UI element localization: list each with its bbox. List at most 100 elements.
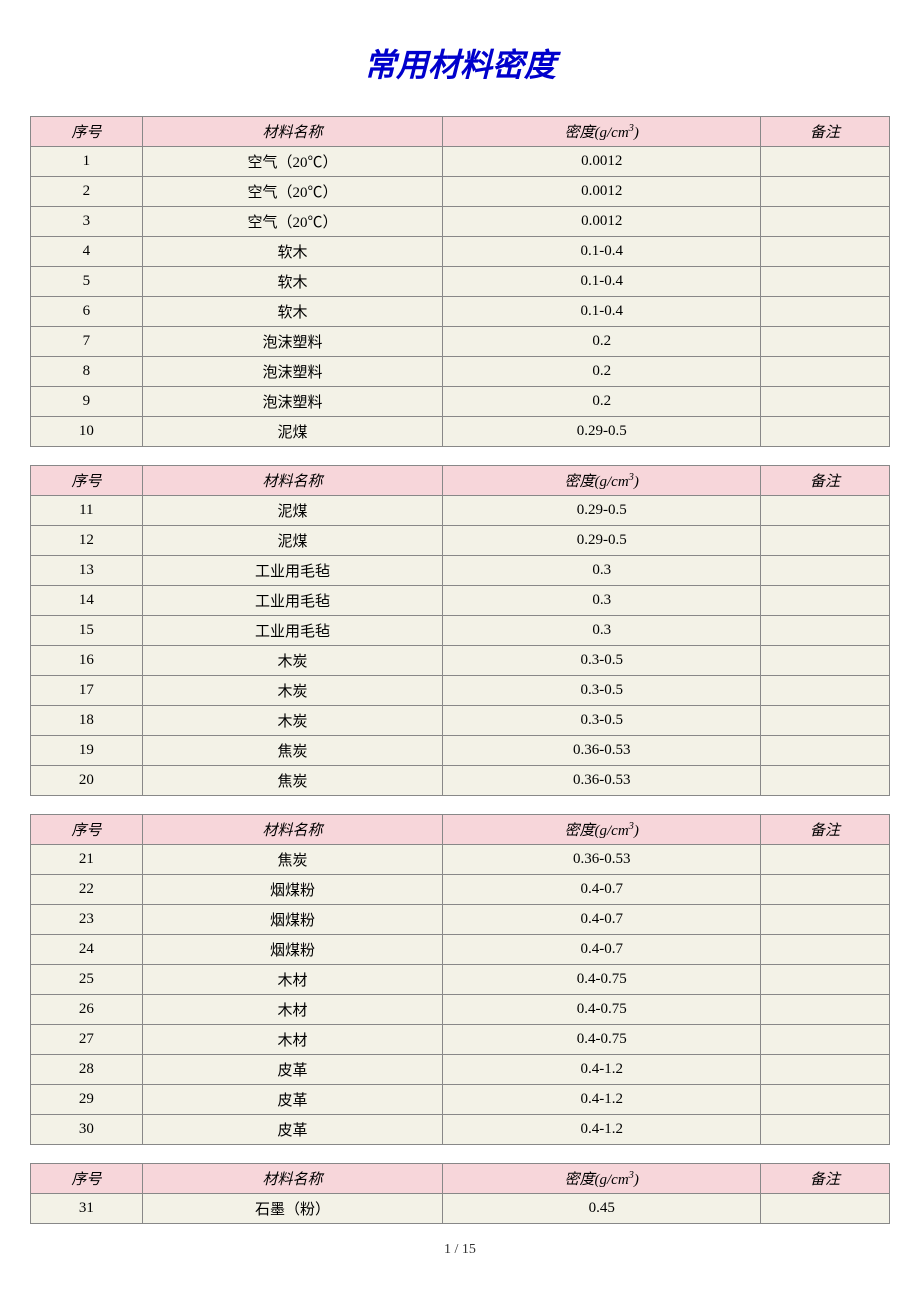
cell-note bbox=[761, 845, 890, 875]
table-row: 2空气（20℃）0.0012 bbox=[31, 177, 890, 207]
header-seq: 序号 bbox=[31, 1164, 143, 1194]
cell-density: 0.0012 bbox=[443, 207, 761, 237]
page-footer: 1 / 15 bbox=[30, 1242, 890, 1258]
cell-name: 皮革 bbox=[142, 1115, 443, 1145]
cell-seq: 9 bbox=[31, 387, 143, 417]
cell-note bbox=[761, 935, 890, 965]
cell-density: 0.2 bbox=[443, 387, 761, 417]
cell-name: 木炭 bbox=[142, 646, 443, 676]
table-row: 28皮革0.4-1.2 bbox=[31, 1055, 890, 1085]
cell-note bbox=[761, 995, 890, 1025]
cell-name: 石墨（粉） bbox=[142, 1194, 443, 1224]
cell-density: 0.29-0.5 bbox=[443, 526, 761, 556]
cell-note bbox=[761, 297, 890, 327]
cell-note bbox=[761, 965, 890, 995]
cell-seq: 13 bbox=[31, 556, 143, 586]
cell-density: 0.36-0.53 bbox=[443, 736, 761, 766]
table-row: 25木材0.4-0.75 bbox=[31, 965, 890, 995]
header-density: 密度(g/cm3) bbox=[443, 815, 761, 845]
cell-note bbox=[761, 526, 890, 556]
cell-name: 软木 bbox=[142, 237, 443, 267]
cell-density: 0.3 bbox=[443, 616, 761, 646]
table-row: 26木材0.4-0.75 bbox=[31, 995, 890, 1025]
cell-density: 0.36-0.53 bbox=[443, 766, 761, 796]
cell-note bbox=[761, 237, 890, 267]
cell-density: 0.3-0.5 bbox=[443, 646, 761, 676]
cell-seq: 23 bbox=[31, 905, 143, 935]
table-row: 30皮革0.4-1.2 bbox=[31, 1115, 890, 1145]
cell-note bbox=[761, 1115, 890, 1145]
tables-container: 序号材料名称密度(g/cm3)备注1空气（20℃）0.00122空气（20℃）0… bbox=[30, 116, 890, 1224]
cell-seq: 19 bbox=[31, 736, 143, 766]
table-row: 23烟煤粉0.4-0.7 bbox=[31, 905, 890, 935]
cell-name: 工业用毛毡 bbox=[142, 556, 443, 586]
header-note: 备注 bbox=[761, 815, 890, 845]
cell-seq: 29 bbox=[31, 1085, 143, 1115]
cell-name: 烟煤粉 bbox=[142, 905, 443, 935]
cell-name: 木炭 bbox=[142, 676, 443, 706]
header-density: 密度(g/cm3) bbox=[443, 117, 761, 147]
cell-note bbox=[761, 267, 890, 297]
header-note: 备注 bbox=[761, 466, 890, 496]
density-table: 序号材料名称密度(g/cm3)备注1空气（20℃）0.00122空气（20℃）0… bbox=[30, 116, 890, 447]
density-table: 序号材料名称密度(g/cm3)备注21焦炭0.36-0.5322烟煤粉0.4-0… bbox=[30, 814, 890, 1145]
cell-name: 空气（20℃） bbox=[142, 207, 443, 237]
cell-density: 0.3 bbox=[443, 556, 761, 586]
cell-name: 泡沫塑料 bbox=[142, 357, 443, 387]
cell-seq: 30 bbox=[31, 1115, 143, 1145]
cell-seq: 4 bbox=[31, 237, 143, 267]
cell-note bbox=[761, 646, 890, 676]
cell-density: 0.4-0.75 bbox=[443, 995, 761, 1025]
cell-seq: 8 bbox=[31, 357, 143, 387]
cell-name: 工业用毛毡 bbox=[142, 586, 443, 616]
header-name: 材料名称 bbox=[142, 815, 443, 845]
cell-density: 0.1-0.4 bbox=[443, 267, 761, 297]
cell-seq: 17 bbox=[31, 676, 143, 706]
table-row: 29皮革0.4-1.2 bbox=[31, 1085, 890, 1115]
cell-seq: 25 bbox=[31, 965, 143, 995]
header-density: 密度(g/cm3) bbox=[443, 466, 761, 496]
table-row: 22烟煤粉0.4-0.7 bbox=[31, 875, 890, 905]
table-row: 15工业用毛毡0.3 bbox=[31, 616, 890, 646]
cell-note bbox=[761, 616, 890, 646]
cell-note bbox=[761, 586, 890, 616]
cell-seq: 3 bbox=[31, 207, 143, 237]
cell-name: 烟煤粉 bbox=[142, 935, 443, 965]
cell-note bbox=[761, 676, 890, 706]
cell-seq: 7 bbox=[31, 327, 143, 357]
cell-name: 泡沫塑料 bbox=[142, 387, 443, 417]
cell-name: 焦炭 bbox=[142, 845, 443, 875]
cell-note bbox=[761, 905, 890, 935]
cell-name: 泥煤 bbox=[142, 496, 443, 526]
cell-seq: 24 bbox=[31, 935, 143, 965]
cell-name: 木材 bbox=[142, 995, 443, 1025]
table-row: 3空气（20℃）0.0012 bbox=[31, 207, 890, 237]
table-row: 17木炭0.3-0.5 bbox=[31, 676, 890, 706]
cell-density: 0.1-0.4 bbox=[443, 297, 761, 327]
cell-note bbox=[761, 706, 890, 736]
table-row: 9泡沫塑料0.2 bbox=[31, 387, 890, 417]
cell-density: 0.4-1.2 bbox=[443, 1085, 761, 1115]
cell-note bbox=[761, 387, 890, 417]
cell-seq: 21 bbox=[31, 845, 143, 875]
table-row: 31石墨（粉）0.45 bbox=[31, 1194, 890, 1224]
cell-seq: 26 bbox=[31, 995, 143, 1025]
cell-note bbox=[761, 875, 890, 905]
cell-seq: 6 bbox=[31, 297, 143, 327]
cell-name: 木材 bbox=[142, 1025, 443, 1055]
header-name: 材料名称 bbox=[142, 466, 443, 496]
cell-density: 0.3 bbox=[443, 586, 761, 616]
cell-seq: 1 bbox=[31, 147, 143, 177]
table-row: 7泡沫塑料0.2 bbox=[31, 327, 890, 357]
header-note: 备注 bbox=[761, 1164, 890, 1194]
cell-note bbox=[761, 177, 890, 207]
cell-note bbox=[761, 207, 890, 237]
cell-seq: 11 bbox=[31, 496, 143, 526]
header-name: 材料名称 bbox=[142, 1164, 443, 1194]
header-note: 备注 bbox=[761, 117, 890, 147]
table-row: 20焦炭0.36-0.53 bbox=[31, 766, 890, 796]
table-row: 4软木0.1-0.4 bbox=[31, 237, 890, 267]
cell-note bbox=[761, 736, 890, 766]
cell-seq: 22 bbox=[31, 875, 143, 905]
document-title: 常用材料密度 bbox=[30, 40, 890, 86]
